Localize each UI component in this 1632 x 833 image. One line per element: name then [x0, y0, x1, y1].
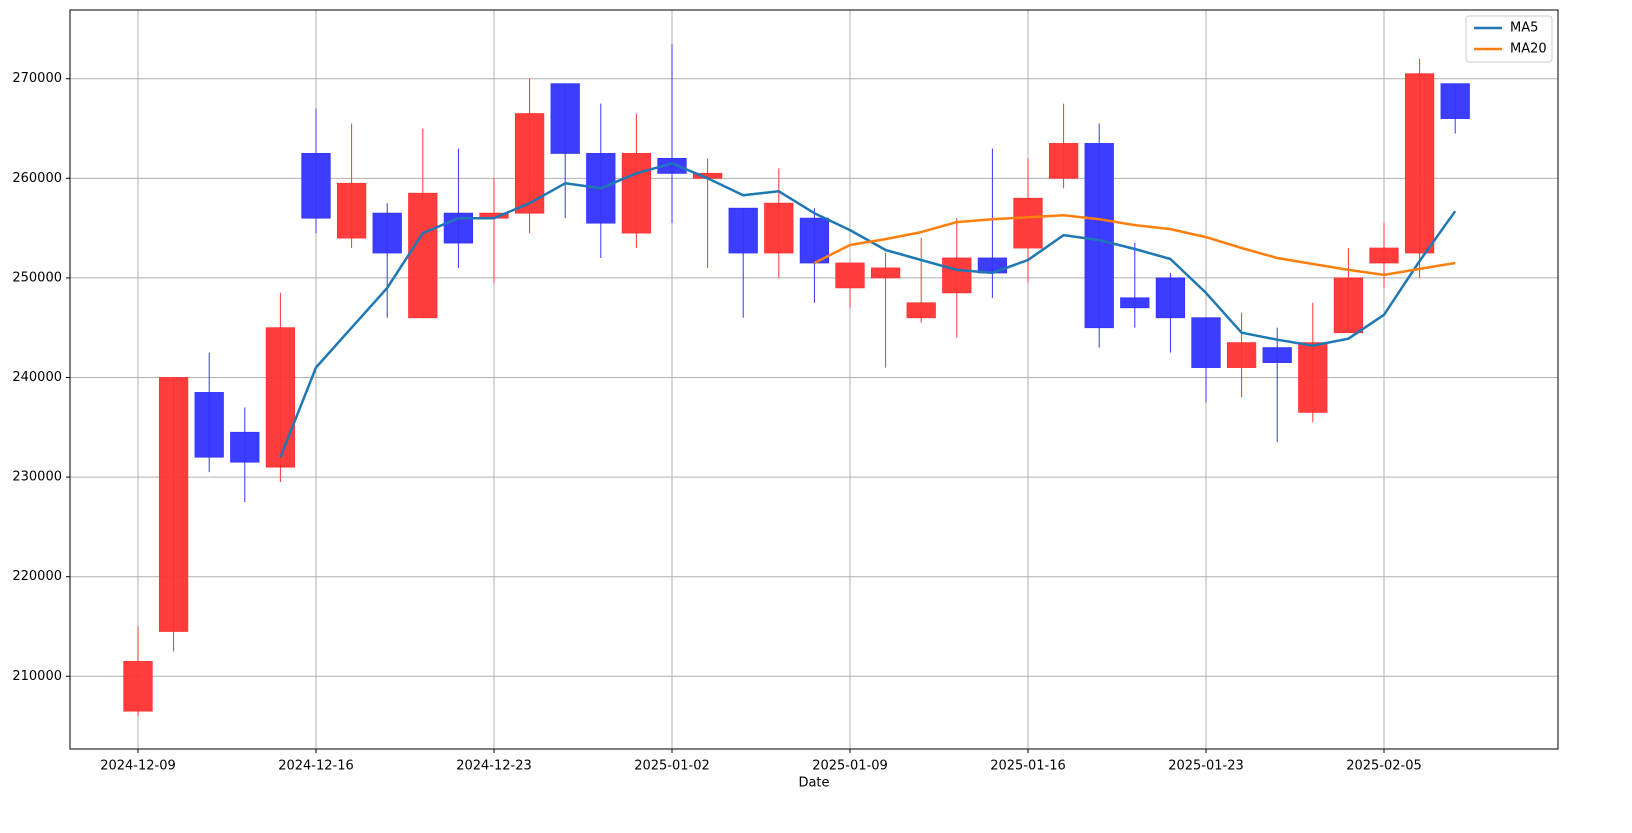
x-tick-label: 2025-01-02 — [634, 759, 710, 774]
line-series — [279, 162, 1457, 458]
x-axis-label: Date — [798, 776, 829, 791]
candle-body — [158, 377, 189, 632]
candle-body — [1298, 342, 1328, 413]
x-tick-label: 2025-01-23 — [1168, 759, 1244, 774]
candle-body — [336, 182, 367, 239]
candle-body — [1048, 143, 1079, 179]
x-tick-label: 2025-01-16 — [990, 759, 1066, 774]
candle-body — [1084, 143, 1114, 329]
candle-body — [372, 212, 402, 254]
candle-body — [1369, 247, 1399, 264]
plot-frame — [69, 9, 1559, 750]
y-tick-label: 270000 — [12, 71, 62, 86]
candle-body — [1440, 83, 1470, 119]
candle-body — [942, 257, 972, 294]
candle-body — [764, 202, 794, 254]
marks — [123, 43, 1470, 717]
candle-body — [799, 217, 830, 264]
x-tick-label: 2025-02-05 — [1346, 759, 1422, 774]
legend: MA5 MA20 — [1465, 15, 1553, 63]
x-tick-label: 2024-12-23 — [456, 759, 532, 774]
y-tick-label: 230000 — [12, 470, 62, 485]
legend-label: MA5 — [1510, 21, 1538, 36]
legend-label: MA20 — [1510, 42, 1547, 57]
candle-body — [728, 207, 758, 254]
candle-body — [1155, 277, 1186, 319]
candle-body — [657, 157, 687, 174]
x-tick-label: 2025-01-09 — [812, 759, 888, 774]
candle-body — [265, 327, 296, 468]
candle-body — [1262, 347, 1292, 363]
candle-body — [123, 660, 153, 712]
x-tick-label: 2024-12-09 — [100, 759, 176, 774]
candle-body — [621, 153, 652, 234]
candle-body — [835, 262, 865, 289]
candle-body — [408, 192, 438, 319]
candle-body — [1226, 342, 1257, 368]
candle-body — [1404, 73, 1435, 254]
candle-body — [1120, 297, 1150, 309]
candle-body — [230, 431, 260, 463]
line-series — [813, 213, 1456, 277]
y-tick-label: 210000 — [12, 669, 62, 684]
y-tick-label: 260000 — [12, 171, 62, 186]
grid: 210000 220000 230000 240000 250000 260000 2700… — [12, 10, 1558, 774]
candle-body — [194, 392, 224, 458]
y-tick-label: 220000 — [12, 569, 62, 584]
candle-body — [906, 302, 936, 319]
candle-body — [870, 267, 901, 279]
x-tick-label: 2024-12-16 — [278, 759, 354, 774]
y-tick-label: 250000 — [12, 270, 62, 285]
candle-body — [977, 257, 1008, 274]
candle-body — [550, 83, 580, 154]
candle-body — [514, 113, 545, 214]
candle-body — [1191, 317, 1221, 368]
candle-body — [1013, 197, 1043, 249]
candle-body — [1333, 277, 1364, 334]
y-tick-label: 240000 — [12, 370, 62, 385]
candle-body — [301, 153, 331, 219]
